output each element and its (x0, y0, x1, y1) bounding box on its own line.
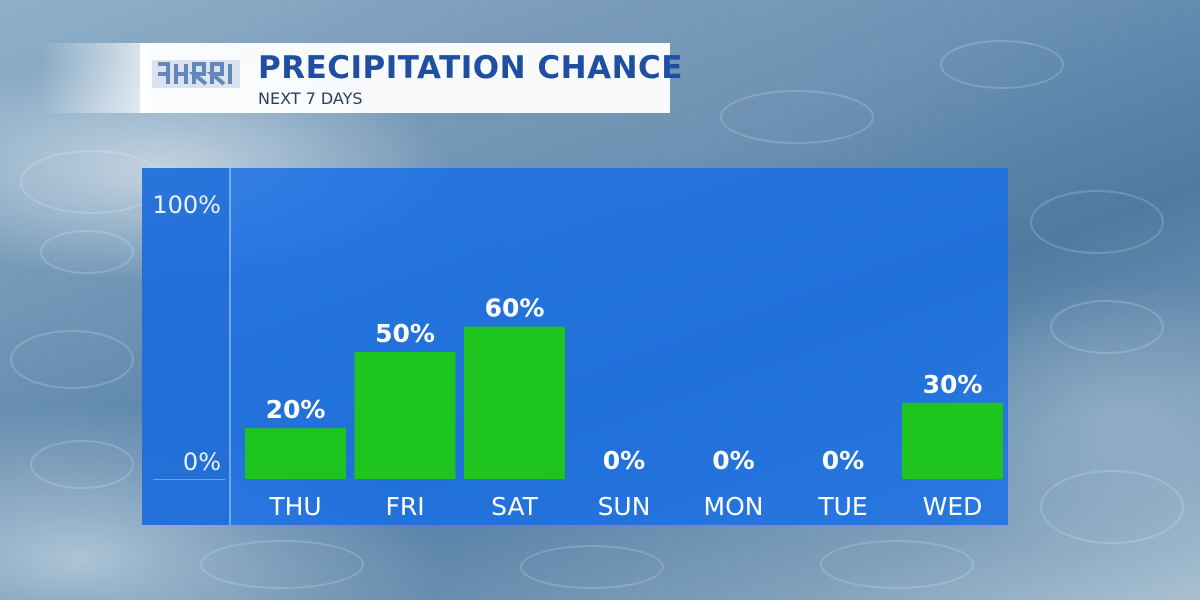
bar-wed (902, 402, 1003, 479)
category-label-wed: WED (923, 492, 983, 521)
value-label-mon: 0% (712, 446, 754, 475)
value-label-fri: 50% (375, 319, 435, 348)
category-label-thu: THU (268, 492, 321, 521)
ripple (1050, 300, 1164, 354)
ripple (520, 545, 664, 589)
ripple (200, 540, 364, 589)
ripple (1040, 470, 1184, 544)
y-baseline-tick (153, 479, 225, 480)
station-logo-icon (150, 52, 242, 96)
bar-thu (245, 428, 346, 479)
bar-sat (464, 326, 565, 479)
category-label-tue: TUE (817, 492, 867, 521)
ripple (40, 230, 134, 274)
ripple (1030, 190, 1164, 254)
ripple (940, 40, 1064, 89)
value-label-sat: 60% (485, 294, 545, 323)
page-subtitle: NEXT 7 DAYS (258, 89, 363, 108)
category-label-fri: FRI (385, 492, 424, 521)
category-label-mon: MON (704, 492, 764, 521)
ripple (720, 90, 874, 144)
ripple (10, 330, 134, 389)
category-label-sun: SUN (598, 492, 651, 521)
y-axis-line (229, 168, 231, 525)
value-label-wed: 30% (923, 370, 983, 399)
y-tick-label-min: 0% (182, 448, 221, 476)
value-label-sun: 0% (603, 446, 645, 475)
value-label-thu: 20% (266, 395, 326, 424)
ripple (30, 440, 134, 489)
value-label-tue: 0% (822, 446, 864, 475)
category-label-sat: SAT (491, 492, 538, 521)
header-fade-strip (40, 43, 150, 113)
y-tick-label-max: 100% (152, 191, 221, 219)
y-axis-panel (142, 168, 229, 525)
ripple (820, 540, 974, 589)
bar-fri (354, 352, 456, 479)
page-title: PRECIPITATION CHANCE (258, 50, 683, 86)
